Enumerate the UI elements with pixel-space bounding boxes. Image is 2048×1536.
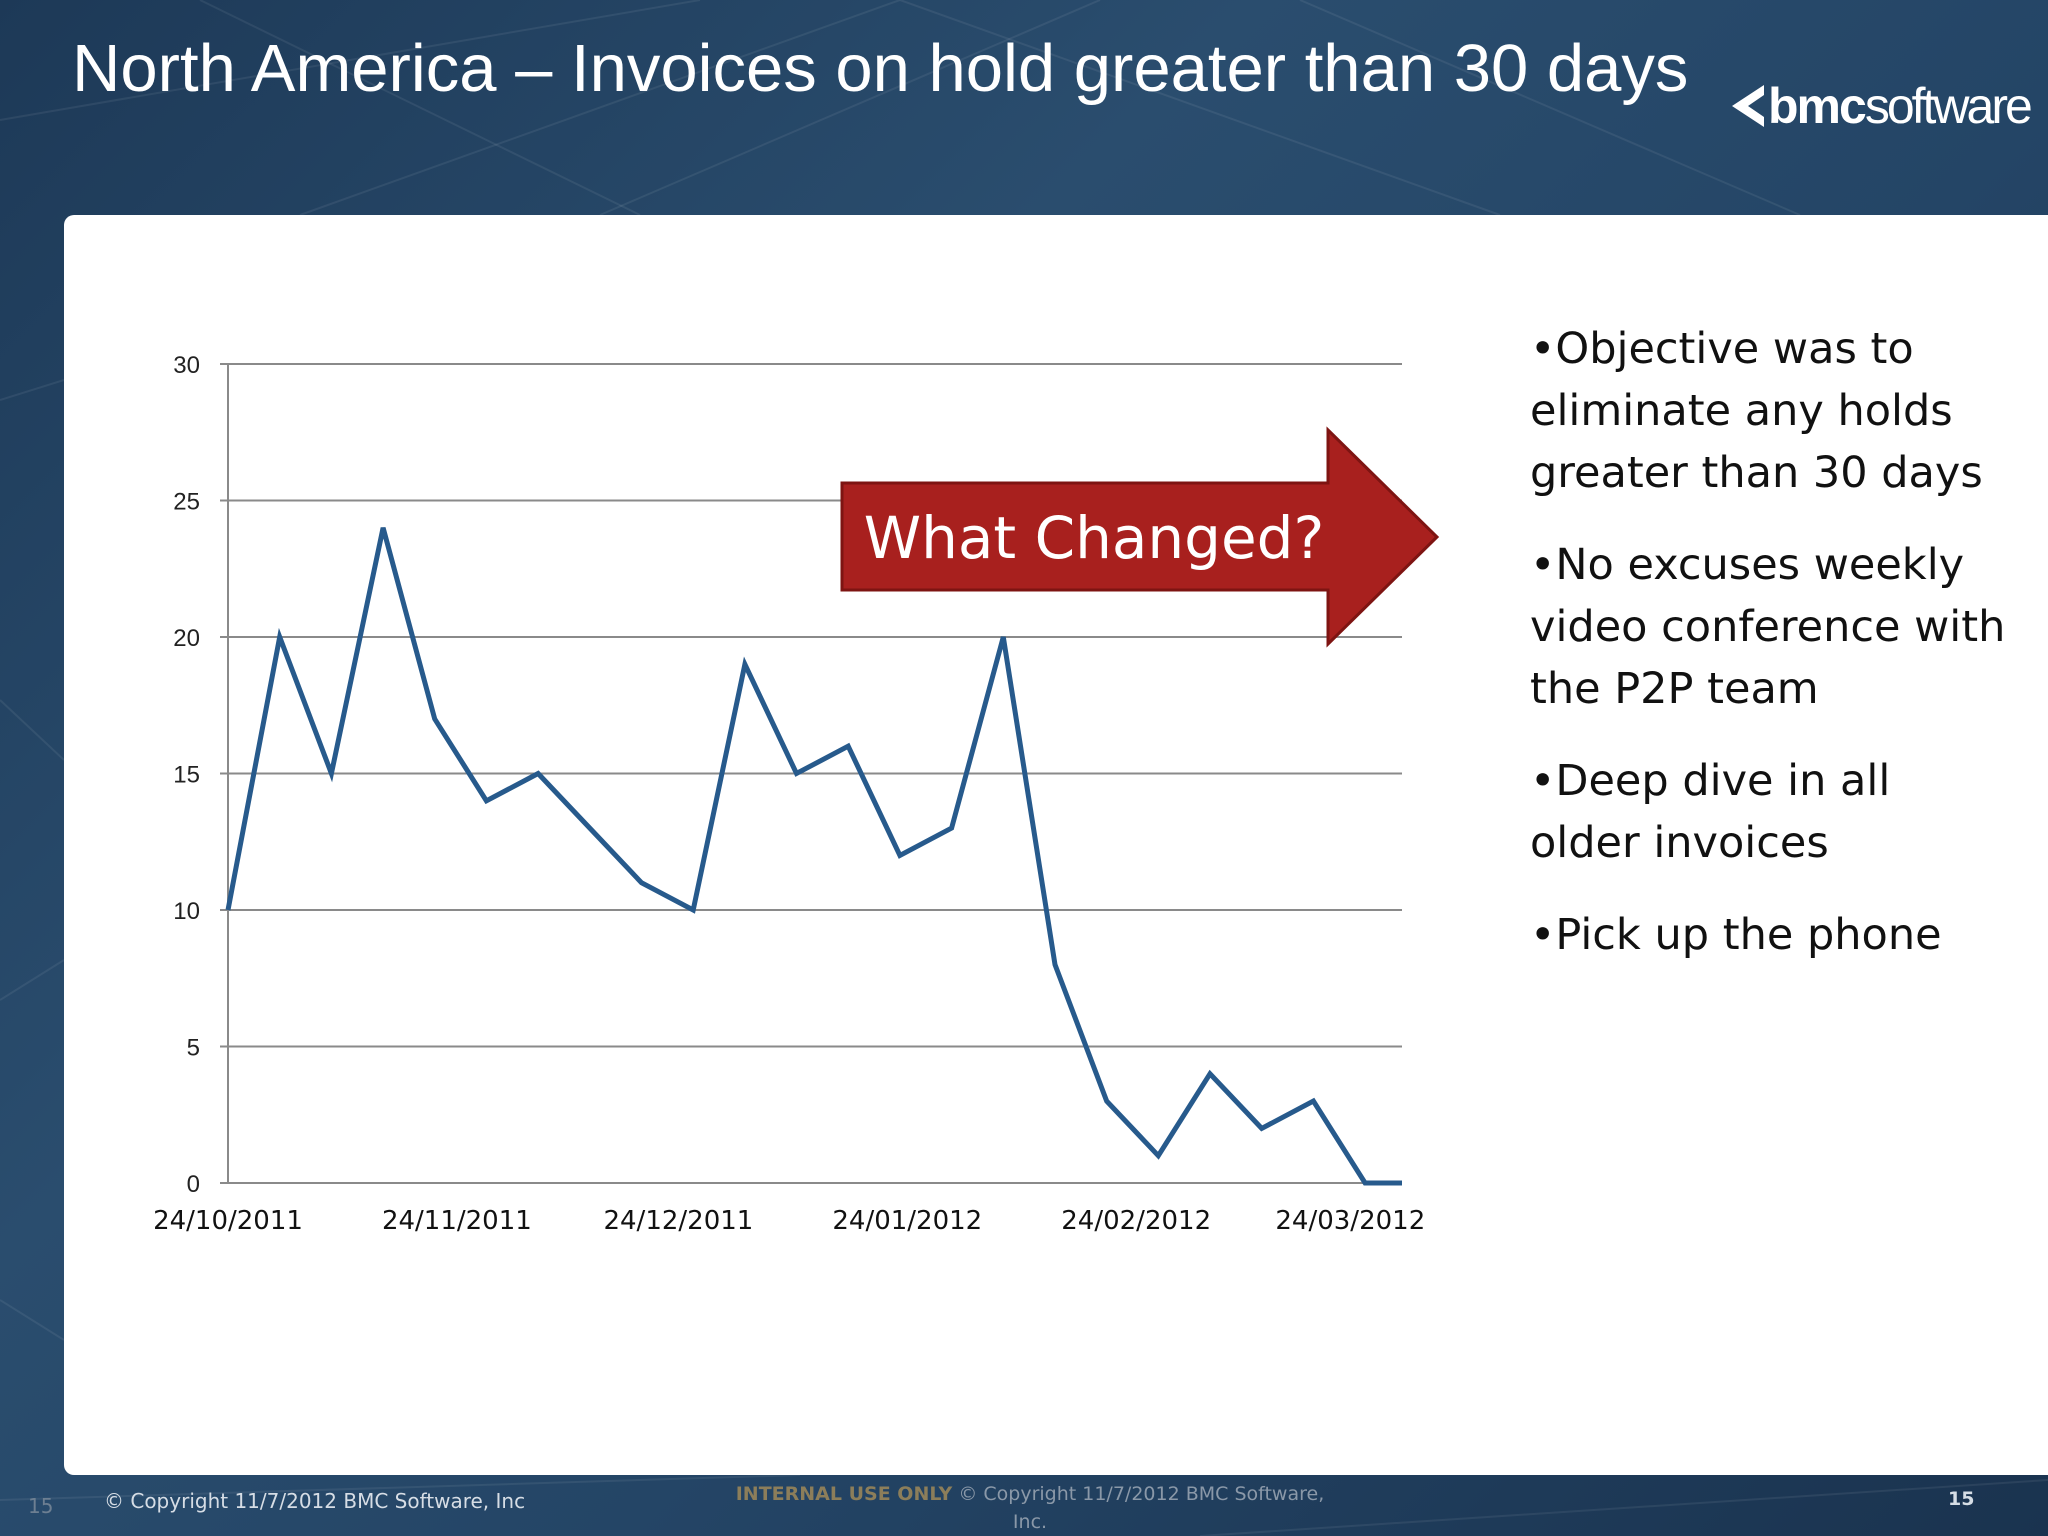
internal-use-label: INTERNAL USE ONLY — [735, 1483, 953, 1505]
y-tick-label: 30 — [173, 352, 200, 379]
y-tick-label: 25 — [173, 489, 200, 516]
logo-text-light: software — [1864, 78, 2033, 134]
what-changed-callout: What Changed? — [840, 426, 1440, 648]
axes — [220, 363, 1402, 1184]
bmc-chevron-icon — [1732, 85, 1764, 127]
gridlines — [228, 363, 1402, 1048]
y-tick-label: 15 — [173, 762, 200, 789]
callout-arrow-shape — [840, 426, 1440, 648]
x-tick-label: 24/12/2011 — [603, 1206, 753, 1236]
content-panel — [64, 215, 2048, 1475]
bullet-deep-dive: •Deep dive in all older invoices — [1530, 756, 1891, 868]
footer-center: INTERNAL USE ONLY © Copyright 11/7/2012 … — [720, 1480, 1340, 1536]
y-tick-label: 20 — [173, 625, 200, 652]
logo-text-bold: bmc — [1768, 78, 1867, 134]
slide-title: North America – Invoices on hold greater… — [72, 31, 1689, 106]
series — [225, 527, 1402, 1186]
x-tick-labels: 24/10/2011 24/11/2011 24/12/2011 24/01/2012… — [153, 1206, 1425, 1236]
bullet-video-conference: •No excuses weekly video conference with… — [1530, 540, 2006, 714]
x-tick-label: 24/02/2012 — [1061, 1206, 1211, 1236]
footer-center-copyright: © Copyright 11/7/2012 BMC Software, Inc. — [958, 1483, 1325, 1533]
bullet-phone: •Pick up the phone — [1530, 910, 1942, 960]
bmc-logo: bmc software — [1726, 76, 2033, 136]
series-line — [225, 527, 1402, 1186]
callout-text: What Changed? — [864, 504, 1325, 572]
x-tick-label: 24/11/2011 — [382, 1206, 532, 1236]
y-tick-label: 10 — [173, 898, 200, 925]
y-tick-label: 0 — [187, 1171, 200, 1198]
y-tick-label: 5 — [187, 1035, 200, 1062]
footer-page-number-right: 15 — [1948, 1488, 1975, 1510]
y-tick-labels: 0 5 10 15 20 25 30 — [173, 352, 200, 1198]
bullet-list: •Objective was to eliminate any holds gr… — [1530, 318, 2010, 996]
x-tick-label: 24/10/2011 — [153, 1206, 303, 1236]
bullet-objective: •Objective was to eliminate any holds gr… — [1530, 324, 1983, 498]
x-tick-label: 24/03/2012 — [1275, 1206, 1425, 1236]
footer-copyright: © Copyright 11/7/2012 BMC Software, Inc — [104, 1489, 526, 1513]
footer-page-number-left: 15 — [28, 1494, 54, 1518]
x-tick-label: 24/01/2012 — [832, 1206, 982, 1236]
